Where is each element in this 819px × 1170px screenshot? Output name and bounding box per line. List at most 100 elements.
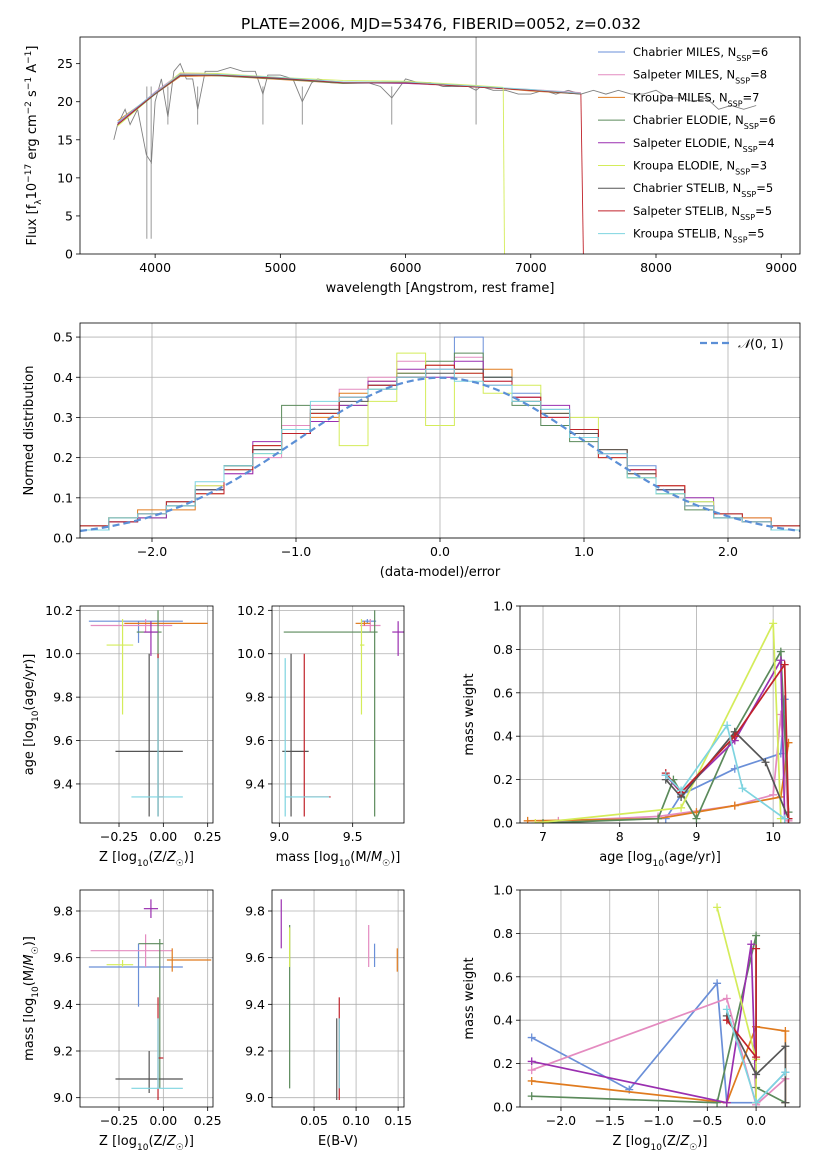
spectrum-xtick-label: 8000: [640, 260, 672, 275]
weight-vs-z-ylabel: mass weight: [462, 957, 477, 1039]
weight-vs-z-marker-0: [527, 1033, 536, 1042]
mass-vs-ebv-ytick-label: 9.4: [245, 997, 265, 1012]
weight-vs-z-xtick-label: −1.0: [643, 1113, 673, 1128]
weight-vs-age-marker-3: [654, 814, 663, 823]
weight-vs-z-ytick-label: 0.2: [493, 1056, 513, 1071]
age-vs-z-axes: [80, 606, 213, 823]
weight-vs-z-plot-area: [527, 903, 790, 1107]
residuals-ytick-label: 0.0: [53, 531, 73, 546]
weight-vs-z-xtick-label: −0.5: [692, 1113, 722, 1128]
mass-vs-ebv-plot-area: [280, 899, 398, 1100]
weight-vs-age-plot-area: [523, 619, 793, 823]
age-vs-mass-xtick-label: 9.5: [343, 829, 363, 844]
weight-vs-z-marker-4: [527, 1057, 536, 1066]
spectrum-model-7: [117, 74, 581, 125]
weight-vs-age-marker-5: [769, 619, 778, 628]
spectrum-cutoff-stelib: [580, 94, 584, 254]
weight-vs-age-marker-2: [523, 816, 532, 823]
weight-vs-age-marker-5: [531, 819, 540, 823]
age-vs-mass-ytick-label: 9.6: [245, 733, 265, 748]
weight-vs-age-marker-7: [730, 732, 739, 741]
weight-vs-age-ytick-label: 0.2: [493, 772, 513, 787]
spectrum-ytick-label: 25: [57, 56, 73, 71]
age-vs-mass-axes: [272, 606, 404, 823]
mass-vs-z-xtick-label: 0.25: [194, 1113, 222, 1128]
mass-vs-z-ylabel: mass [log10(M/M☉)]: [22, 936, 41, 1061]
weight-vs-age-marker-8: [723, 721, 732, 730]
spectrum-cutoff-elodie: [502, 88, 505, 254]
weight-vs-z-marker-8: [722, 1005, 731, 1014]
weight-vs-age-marker-1: [769, 790, 778, 799]
spectrum-frame: [79, 36, 801, 255]
age-vs-z-plot-area: [88, 610, 208, 817]
weight-vs-z-marker-6: [781, 1042, 790, 1051]
residuals-plot-area: [80, 336, 800, 538]
weight-vs-age-ytick-label: 1.0: [493, 599, 513, 614]
weight-vs-age-xtick-label: 8: [616, 829, 624, 844]
weight-vs-z-marker-0: [713, 979, 722, 988]
weight-vs-z-marker-1: [527, 1066, 536, 1075]
age-vs-z-frame: [79, 605, 214, 824]
spectrum-legend-label: Kroupa MILES, NSSP=7: [633, 90, 759, 108]
weight-vs-age-marker-8: [661, 771, 670, 780]
mass-vs-z-plot-area: [88, 899, 212, 1100]
residuals-ytick-label: 0.2: [53, 450, 73, 465]
spectrum-ytick-label: 15: [57, 132, 73, 147]
charts-layer: 4000 5000 6000 7000 8000 9000 0 5 10 15 20 25 Chabri…: [22, 36, 801, 1153]
weight-vs-age-marker-6: [761, 758, 770, 767]
mass-vs-ebv-xtick-label: 0.05: [300, 1113, 328, 1128]
weight-vs-age-marker-3: [692, 814, 701, 823]
residuals-xtick-label: 2.0: [718, 544, 738, 559]
mass-vs-ebv-axes: [272, 890, 404, 1107]
weight-vs-age-marker-8: [780, 814, 789, 823]
mass-vs-z-ytick-label: 9.8: [53, 904, 73, 919]
age-vs-z-ytick-label: 10.0: [45, 646, 73, 661]
spectrum-xlabel: wavelength [Angstrom, rest frame]: [326, 281, 555, 296]
weight-vs-age-xtick-label: 10: [765, 829, 781, 844]
spectrum-legend-label: Salpeter STELIB, NSSP=5: [633, 204, 772, 222]
weight-vs-age-ytick-label: 0.8: [493, 642, 513, 657]
residuals-xtick-label: 0.0: [430, 544, 450, 559]
figure-title: PLATE=2006, MJD=53476, FIBERID=0052, z=0…: [241, 15, 641, 33]
age-vs-mass-xtick-label: 9.0: [269, 829, 289, 844]
weight-vs-age-xtick-label: 9: [692, 829, 700, 844]
residuals-xlabel: (data-model)/error: [380, 565, 501, 580]
spectrum-legend-label: Chabrier MILES, NSSP=6: [633, 45, 768, 63]
spectrum-ytick-label: 0: [65, 247, 73, 262]
weight-vs-age-marker-4: [776, 656, 785, 665]
age-vs-mass-ytick-label: 9.4: [245, 776, 265, 791]
spectrum-xtick-label: 7000: [515, 260, 547, 275]
weight-vs-age-line-5: [535, 623, 782, 823]
age-vs-z-ytick-label: 10.2: [45, 603, 73, 618]
spectrum-plot-area: [113, 37, 757, 254]
weight-vs-z-marker-6: [752, 1070, 761, 1079]
weight-vs-age-ytick-label: 0.0: [493, 816, 513, 831]
spectrum-axes: [113, 37, 757, 254]
age-vs-z-xlabel: Z [log10(Z/Z☉)]: [99, 850, 194, 869]
age-vs-mass-frame: [271, 605, 405, 824]
weight-vs-age-marker-3: [776, 647, 785, 656]
spectrum-ytick-label: 20: [57, 94, 73, 109]
weight-vs-z-marker-4: [722, 1098, 731, 1107]
spectrum-model-8: [117, 73, 581, 123]
age-vs-mass-xlabel: mass [log10(M/M☉)]: [276, 850, 401, 869]
age-vs-mass-ytick-label: 10.0: [237, 646, 265, 661]
spectrum-observed-line: [113, 62, 757, 164]
weight-vs-z-ytick-label: 0.8: [493, 926, 513, 941]
weight-vs-z-marker-6: [781, 1098, 790, 1107]
age-vs-z-xtick-label: −0.25: [100, 829, 138, 844]
spectrum-legend-label: Kroupa ELODIE, NSSP=3: [633, 159, 767, 177]
residual-histogram-8: [80, 368, 800, 538]
age-vs-mass-ytick-label: 9.8: [245, 690, 265, 705]
mass-vs-z-ytick-label: 9.0: [53, 1090, 73, 1105]
mass-vs-z-axes: [80, 890, 213, 1107]
age-vs-z-ytick-label: 9.6: [53, 733, 73, 748]
spectrum-legend-label: Chabrier ELODIE, NSSP=6: [633, 113, 776, 131]
spectrum-ytick-label: 5: [65, 208, 73, 223]
weight-vs-z-line-1: [531, 997, 786, 1107]
mass-vs-z-ytick-label: 9.6: [53, 950, 73, 965]
weight-vs-z-marker-2: [527, 1076, 536, 1085]
weight-vs-z-ytick-label: 0.6: [493, 969, 513, 984]
mass-vs-z-xtick-label: 0.00: [149, 1113, 177, 1128]
